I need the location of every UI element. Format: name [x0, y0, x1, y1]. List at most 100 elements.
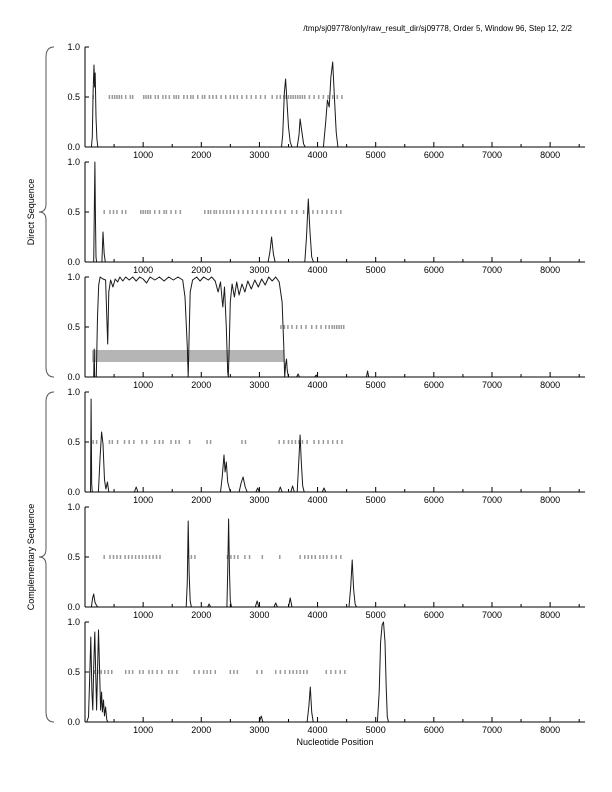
x-tick-label: 6000	[424, 495, 444, 505]
codon-mark	[209, 210, 212, 214]
codon-mark	[214, 670, 216, 674]
codon-mark	[107, 670, 110, 674]
x-tick-label: 2000	[191, 265, 211, 275]
codon-mark	[261, 555, 264, 559]
codon-mark	[186, 95, 189, 99]
codon-mark	[118, 95, 121, 99]
x-tick-label: 4000	[308, 495, 328, 505]
codon-mark	[131, 670, 134, 674]
y-tick-label: 1.0	[67, 272, 80, 282]
codon-mark	[183, 95, 185, 99]
x-tick-label: 6000	[424, 150, 444, 160]
y-tick-label: 0.5	[67, 437, 80, 447]
codon-mark	[302, 210, 305, 214]
codon-mark	[226, 210, 228, 214]
codon-mark	[316, 210, 319, 214]
codon-mark	[116, 555, 118, 559]
codon-mark	[142, 95, 145, 99]
codon-mark	[310, 555, 313, 559]
codon-mark	[103, 555, 105, 559]
codon-mark	[92, 440, 94, 444]
codon-mark	[162, 440, 164, 444]
codon-mark	[330, 555, 333, 559]
x-tick-label: 1000	[133, 380, 153, 390]
codon-mark	[226, 555, 229, 559]
codon-mark	[142, 210, 144, 214]
codon-mark	[177, 95, 180, 99]
codon-mark	[341, 95, 343, 99]
codon-mark	[294, 440, 297, 444]
codon-mark	[298, 440, 300, 444]
x-tick-label: 8000	[540, 150, 560, 160]
codon-mark	[244, 440, 247, 444]
codon-mark	[178, 440, 180, 444]
codon-marks	[92, 440, 343, 444]
codon-mark	[113, 95, 116, 99]
codon-mark	[127, 555, 130, 559]
codon-marks	[93, 670, 346, 674]
codon-mark	[287, 95, 290, 99]
codon-mark	[124, 555, 126, 559]
x-tick-label: 4000	[308, 265, 328, 275]
codon-mark	[338, 325, 340, 329]
codon-mark	[197, 95, 199, 99]
panel-complementary-frame-2: 1.0 0.5 0.0 1000 2000 3000 4000 5000 6000 7000 800…	[67, 502, 585, 620]
codon-mark	[233, 95, 235, 99]
codon-mark	[128, 670, 130, 674]
codon-mark	[306, 670, 308, 674]
x-tick-label: 4000	[308, 150, 328, 160]
codon-mark	[287, 440, 290, 444]
codon-mark	[260, 670, 263, 674]
codon-mark	[308, 95, 311, 99]
x-tick-label: 6000	[424, 610, 444, 620]
complementary-sequence-label: Complementary Sequence	[26, 503, 36, 611]
codon-mark	[301, 440, 304, 444]
x-tick-label: 6000	[424, 265, 444, 275]
codon-mark	[215, 210, 218, 214]
codon-mark	[237, 555, 239, 559]
codon-mark	[154, 95, 157, 99]
x-tick-label: 7000	[482, 380, 502, 390]
codon-mark	[209, 670, 212, 674]
codon-mark	[336, 440, 339, 444]
codon-mark	[208, 95, 211, 99]
x-tick-label: 7000	[482, 610, 502, 620]
codon-mark	[290, 95, 292, 99]
codon-mark	[295, 670, 298, 674]
codon-mark	[112, 555, 115, 559]
x-tick-label: 4000	[308, 725, 328, 735]
codon-mark	[306, 440, 308, 444]
codon-mark	[265, 210, 268, 214]
panel-direct-frame-2: 1.0 0.5 0.0 1000 2000 3000 4000 5000 6000 7000 800…	[67, 157, 585, 275]
codon-mark	[95, 440, 98, 444]
codon-mark	[305, 325, 307, 329]
x-tick-label: 3000	[249, 495, 269, 505]
x-tick-label: 3000	[249, 610, 269, 620]
y-tick-label: 0.0	[67, 372, 80, 382]
codon-mark	[110, 670, 113, 674]
codon-mark	[188, 440, 191, 444]
codon-mark	[148, 670, 150, 674]
codon-mark	[215, 95, 218, 99]
codon-mark	[124, 95, 127, 99]
probability-curve	[86, 621, 585, 723]
x-tick-label: 7000	[482, 265, 502, 275]
y-tick-label: 1.0	[67, 42, 80, 52]
codon-mark	[314, 555, 316, 559]
direct-sequence-label: Direct Sequence	[26, 178, 36, 246]
codon-mark	[123, 440, 126, 444]
codon-mark	[291, 210, 293, 214]
x-tick-label: 3000	[249, 725, 269, 735]
codon-mark	[104, 670, 106, 674]
x-tick-label: 3000	[249, 380, 269, 390]
codon-mark	[149, 210, 151, 214]
codon-mark	[274, 210, 277, 214]
probability-curve	[86, 518, 585, 608]
x-tick-label: 7000	[482, 495, 502, 505]
codon-mark	[279, 95, 282, 99]
codon-mark	[109, 210, 111, 214]
codon-mark	[206, 440, 208, 444]
x-tick-label: 2000	[191, 380, 211, 390]
y-tick-label: 1.0	[67, 617, 80, 627]
